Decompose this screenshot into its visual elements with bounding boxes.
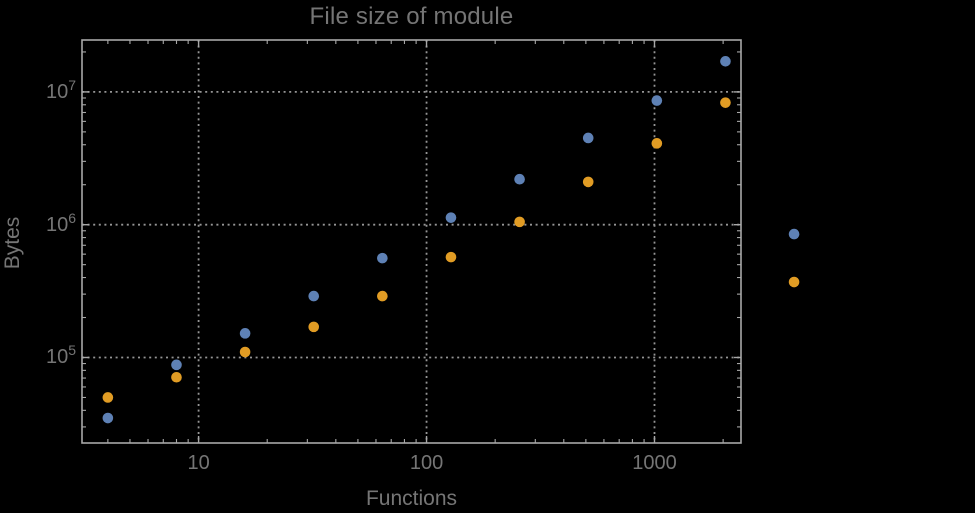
y-axis-label: Bytes — [1, 216, 24, 270]
x-tick-label: 100 — [409, 452, 444, 474]
plot-frame — [81, 39, 742, 444]
data-point — [102, 392, 114, 403]
x-tick-label: 1000 — [632, 452, 677, 474]
y-tick-base: 10 — [45, 80, 69, 103]
data-point — [788, 276, 800, 288]
data-point — [171, 359, 182, 371]
data-point — [377, 252, 388, 264]
data-point — [308, 321, 320, 333]
data-point — [102, 412, 114, 424]
y-tick-exponent: 5 — [68, 342, 76, 359]
data-point — [582, 132, 594, 144]
data-point — [239, 328, 251, 339]
y-tick-exponent: 6 — [68, 209, 76, 226]
x-axis-label: Functions — [365, 487, 458, 510]
data-point — [377, 290, 388, 302]
data-point — [445, 212, 457, 223]
data-point — [514, 173, 525, 185]
data-point — [308, 290, 320, 302]
data-point — [788, 228, 800, 240]
x-tick-label: 10 — [187, 452, 210, 474]
y-tick-base: 10 — [45, 213, 69, 236]
chart-title: File size of module — [309, 3, 514, 30]
data-point — [171, 371, 182, 383]
data-point — [720, 97, 731, 108]
y-tick-label: 105 — [0, 342, 76, 369]
y-tick-label: 106 — [0, 210, 76, 237]
y-tick-base: 10 — [45, 346, 69, 369]
data-point — [445, 251, 457, 263]
data-point — [720, 56, 731, 67]
data-point — [514, 216, 525, 228]
y-tick-exponent: 7 — [68, 76, 76, 93]
data-point — [582, 176, 594, 188]
data-point — [651, 95, 663, 106]
data-point — [239, 346, 251, 358]
y-tick-label: 107 — [0, 77, 76, 104]
data-point — [651, 138, 663, 149]
